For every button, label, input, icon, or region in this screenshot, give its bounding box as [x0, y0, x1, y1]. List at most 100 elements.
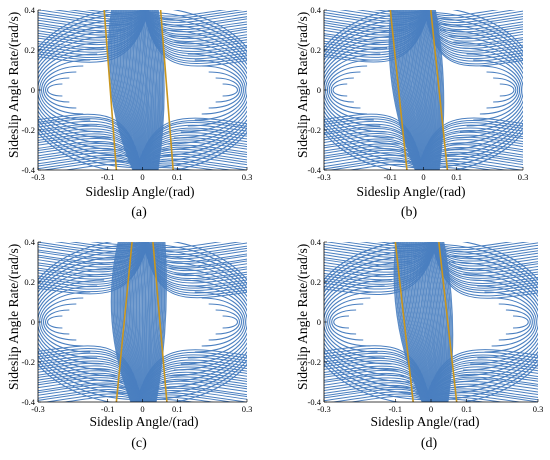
- trajectory-line: [505, 309, 531, 335]
- trajectory-line: [38, 47, 105, 133]
- trajectory-line: [144, 10, 247, 26]
- trajectory-line: [145, 10, 243, 19]
- x-tick-label: 0: [429, 404, 433, 414]
- x-tick-label: 0.1: [172, 172, 183, 182]
- trajectory-line: [63, 163, 140, 170]
- trajectory-line: [427, 394, 523, 402]
- trajectory-line: [222, 83, 239, 97]
- trajectory-line: [187, 285, 247, 359]
- trajectory-line: [359, 242, 434, 248]
- x-tick-label: 0.1: [451, 172, 462, 182]
- trajectory-line: [38, 10, 147, 22]
- trajectory-line: [420, 160, 523, 170]
- trajectory-line: [43, 71, 77, 109]
- trajectory-line: [356, 10, 426, 16]
- trajectory-line: [38, 243, 146, 401]
- y-axis-label: Sideslip Angle Rate/(rad/s): [6, 11, 21, 158]
- trajectory-line: [339, 10, 427, 18]
- trajectory-line: [499, 83, 515, 97]
- x-tick-label: 0.3: [242, 404, 253, 414]
- y-tick-label: 0.4: [310, 5, 321, 15]
- trajectory-line: [180, 47, 247, 133]
- stability-boundary-line: [394, 242, 414, 402]
- trajectory-line: [138, 158, 247, 170]
- x-tick-label: 0.3: [242, 172, 253, 182]
- trajectory-line: [324, 242, 435, 252]
- trajectory-line: [38, 391, 141, 402]
- trajectory-line: [201, 65, 244, 115]
- trajectory-line: [432, 242, 538, 258]
- trajectory-line: [85, 10, 144, 14]
- trajectory-line: [130, 10, 145, 170]
- trajectory-line: [46, 83, 63, 97]
- y-tick-label: 0: [317, 317, 321, 327]
- trajectory-line: [145, 242, 243, 251]
- trajectory-line: [41, 297, 84, 347]
- trajectory-line: [41, 161, 140, 170]
- trajectory-line: [434, 242, 513, 249]
- stability-boundary-line: [115, 242, 133, 402]
- x-tick-label: -0.3: [317, 404, 330, 414]
- y-axis-label: Sideslip Angle Rate/(rad/s): [6, 243, 21, 390]
- trajectory-line: [427, 392, 538, 402]
- trajectory-line: [44, 77, 70, 103]
- trajectory-line: [38, 261, 126, 383]
- trajectory-line: [418, 153, 523, 170]
- trajectory-line: [430, 242, 442, 402]
- trajectory-line: [374, 10, 424, 13]
- trajectory-line: [90, 242, 143, 245]
- trajectory-line: [426, 10, 499, 17]
- y-tick-label: -0.4: [308, 397, 322, 407]
- stability-boundary-line: [389, 10, 408, 170]
- x-tick-label: -0.3: [31, 404, 44, 414]
- trajectory-line: [327, 65, 368, 115]
- trajectory-line: [138, 160, 247, 170]
- trajectory-group: [38, 242, 247, 402]
- trajectory-line: [426, 388, 538, 402]
- y-tick-label: 0.2: [24, 45, 35, 55]
- trajectory-line: [324, 10, 428, 20]
- trajectory-line: [430, 398, 487, 402]
- phase-portrait-panel-d: 0.4 0.2 0 -0.2 -0.4 -0.3 -0.1 0 0.1 0.3 Sideslip …: [275, 230, 550, 460]
- trajectory-line: [142, 398, 196, 402]
- trajectory-line: [46, 315, 63, 329]
- y-tick-label: -0.4: [308, 165, 322, 175]
- y-axis-label: Sideslip Angle Rate/(rad/s): [295, 243, 310, 390]
- trajectory-line: [180, 279, 247, 365]
- stability-boundary-line: [152, 242, 168, 402]
- trajectory-line: [324, 157, 422, 170]
- trajectory-line: [38, 10, 148, 27]
- trajectory-line: [144, 242, 247, 256]
- trajectory-line: [324, 17, 421, 163]
- panel-caption: (a): [131, 205, 147, 220]
- x-axis-label: Sideslip Angle/(rad): [89, 414, 199, 429]
- y-tick-label: 0: [31, 85, 35, 95]
- trajectory-line: [479, 65, 520, 115]
- trajectory-line: [328, 161, 421, 170]
- x-tick-label: 0.3: [533, 404, 544, 414]
- phase-portrait-panel-c: 0.4 0.2 0 -0.2 -0.4 -0.3 -0.1 0 0.1 0.3 Sideslip …: [0, 230, 275, 460]
- trajectory-line: [342, 242, 435, 250]
- trajectory-line: [395, 242, 424, 402]
- x-tick-label: 0: [140, 172, 144, 182]
- x-tick-label: -0.1: [101, 404, 114, 414]
- trajectory-line: [419, 155, 523, 170]
- trajectory-line: [491, 297, 535, 347]
- trajectory-line: [142, 167, 195, 170]
- x-tick-label: 0.3: [518, 172, 529, 182]
- trajectory-line: [330, 393, 429, 402]
- phase-portrait-panel-a: 0.4 0.2 0 -0.2 -0.4 -0.3 -0.1 0 0.1 0.3 Sideslip …: [0, 0, 275, 230]
- x-axis-label: Sideslip Angle/(rad): [370, 414, 480, 429]
- x-tick-label: -0.1: [384, 172, 397, 182]
- trajectory-line: [486, 71, 519, 109]
- trajectory-line: [54, 242, 146, 250]
- trajectory-line: [493, 77, 517, 103]
- trajectory-line: [426, 385, 538, 402]
- trajectory-line: [420, 162, 508, 170]
- trajectory-line: [208, 303, 242, 341]
- trajectory-line: [38, 29, 126, 151]
- trajectory-line: [159, 29, 247, 151]
- y-tick-label: 0.2: [310, 45, 321, 55]
- trajectory-line: [137, 383, 247, 402]
- y-tick-label: -0.2: [22, 357, 35, 367]
